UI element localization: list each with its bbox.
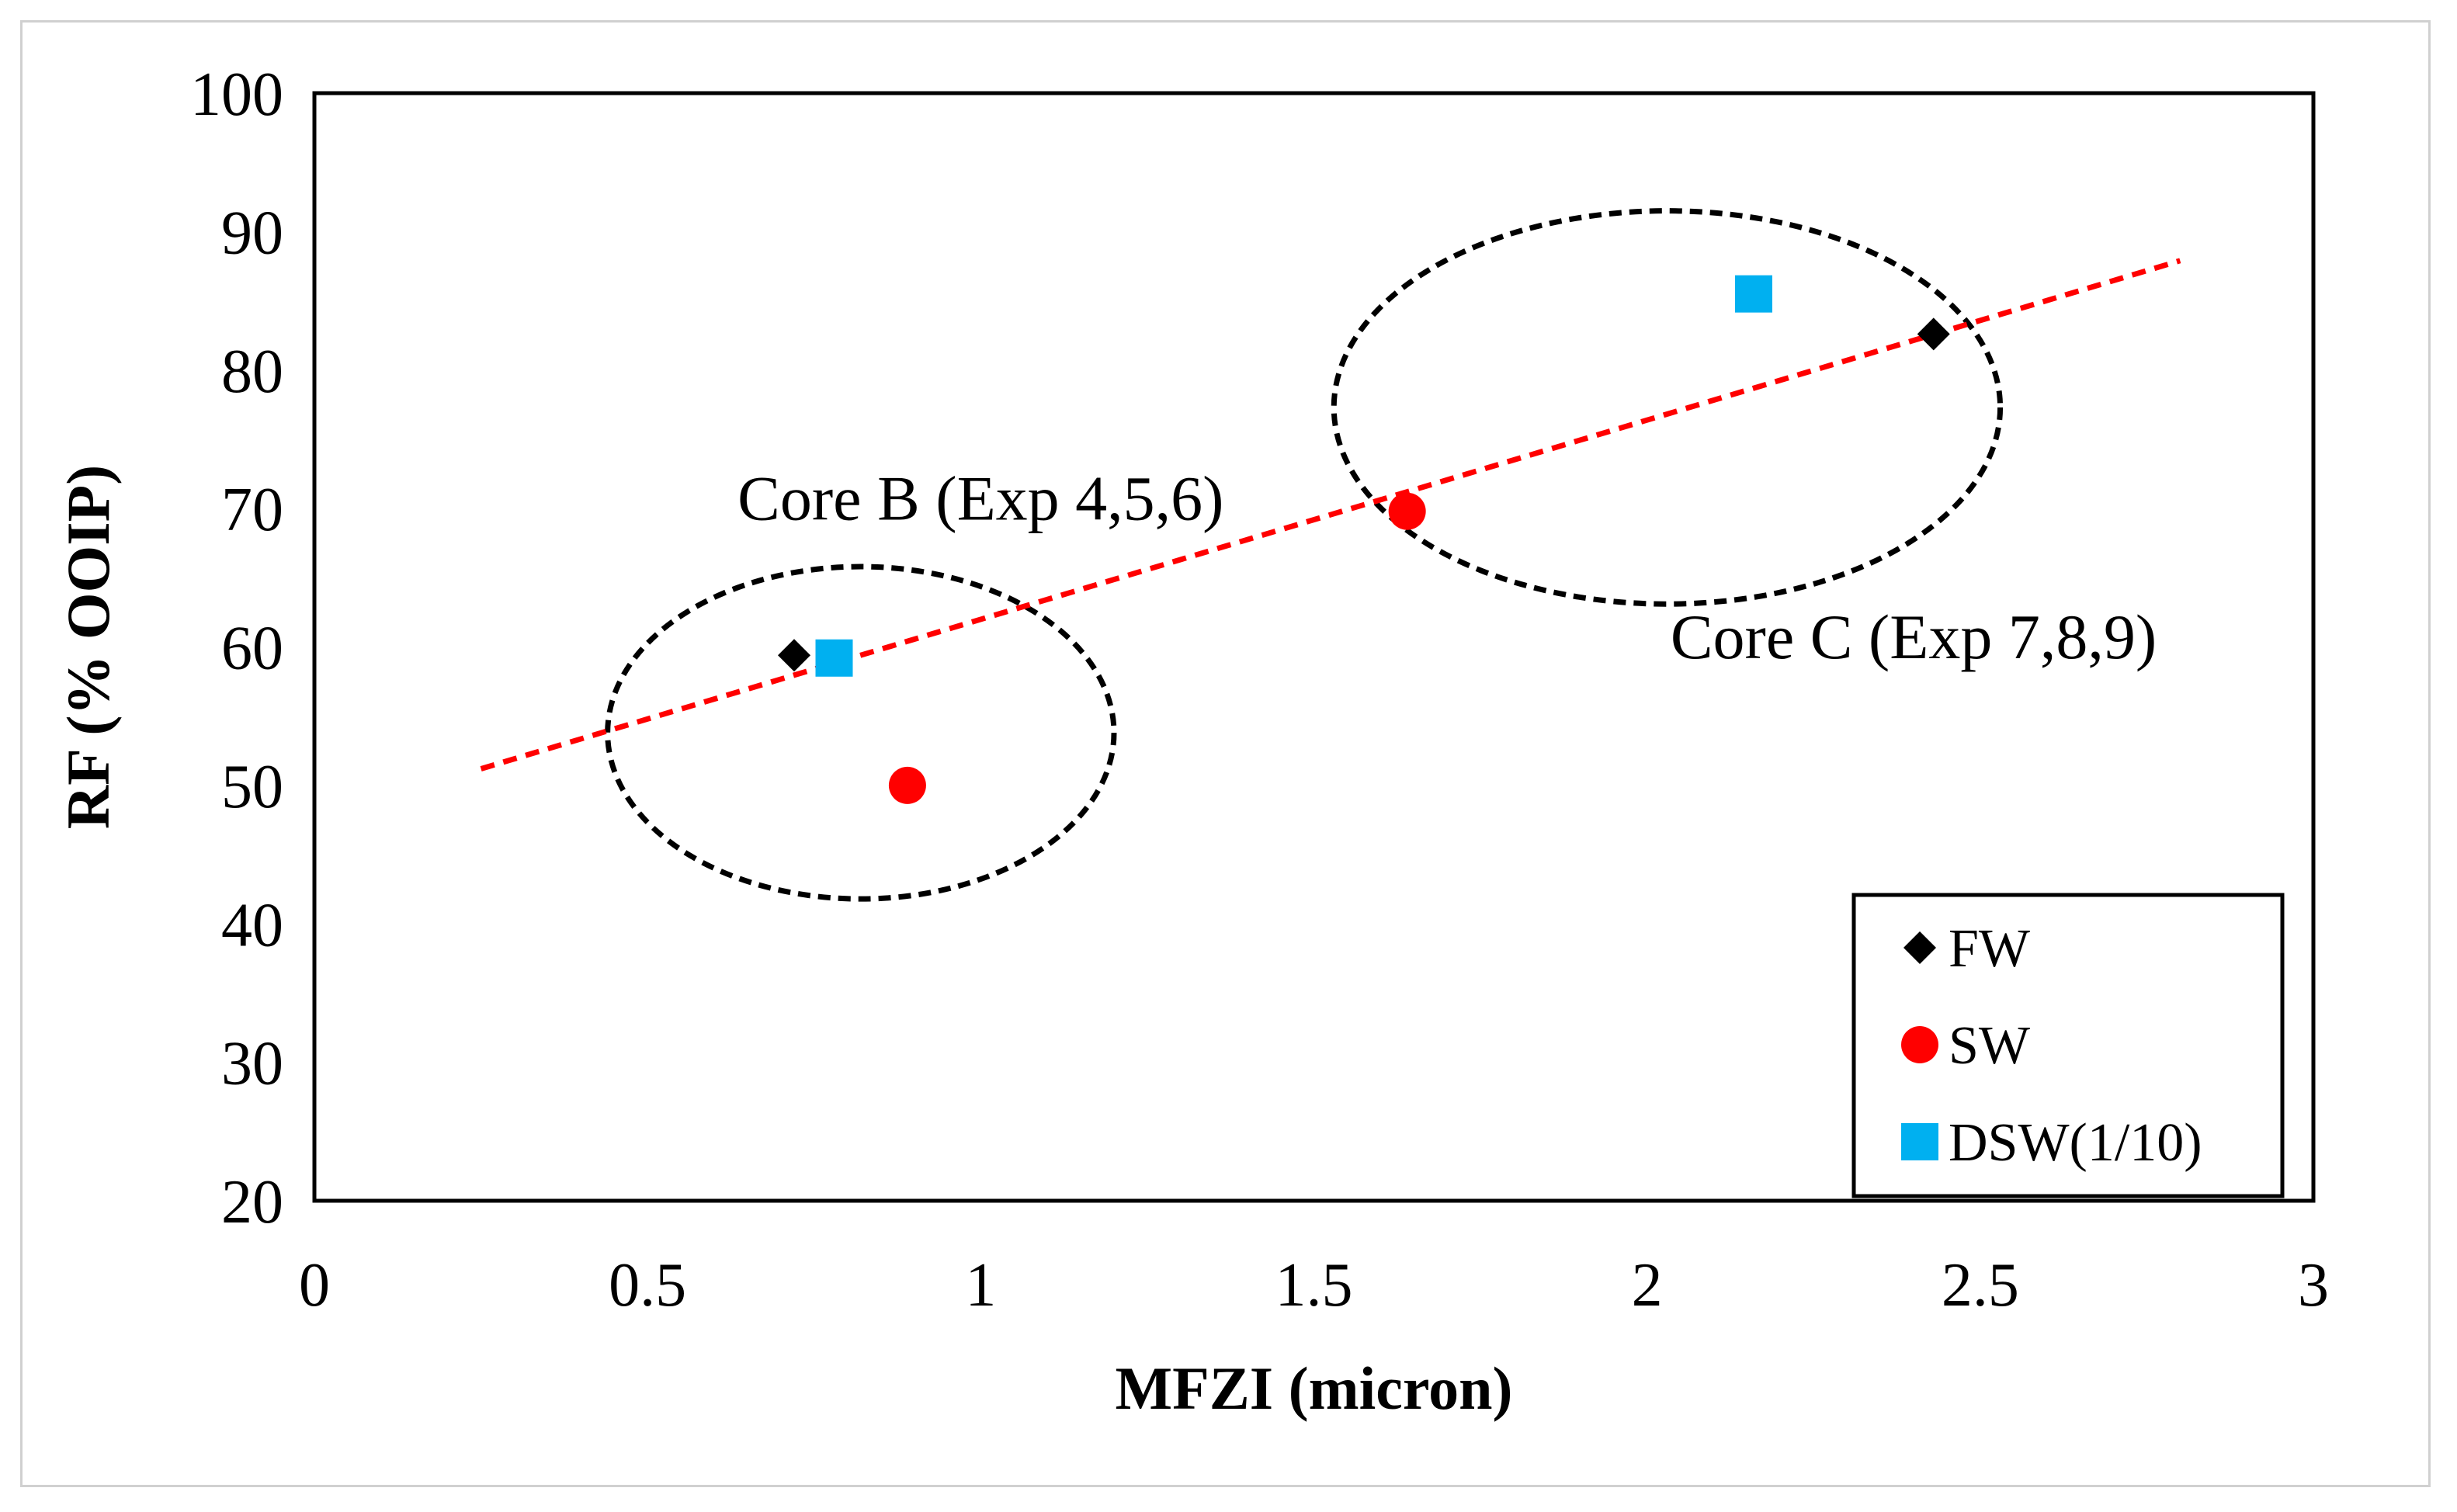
y-axis-title: RF (% OOIP)	[54, 465, 122, 829]
chart-frame	[20, 20, 2431, 1487]
x-tick-label: 2	[1632, 1251, 1663, 1320]
data-point-sw	[888, 766, 926, 804]
legend-label: DSW(1/10)	[1949, 1113, 2202, 1173]
y-tick-label: 20	[221, 1168, 283, 1236]
legend-marker	[1903, 931, 1936, 964]
data-point-dsw-1-10	[815, 639, 853, 677]
x-tick-label: 3	[2298, 1251, 2329, 1320]
legend-label: FW	[1949, 919, 2030, 979]
group-ellipse	[1331, 208, 2004, 607]
data-point-sw	[1388, 492, 1426, 530]
y-tick-label: 50	[221, 753, 283, 821]
legend-marker	[1901, 1123, 1938, 1160]
y-tick-label: 100	[190, 61, 283, 129]
data-points	[778, 275, 1950, 804]
x-axis-ticks: 0 0.5 1 1.5 2 2.5 3	[299, 1251, 2329, 1320]
y-tick-label: 30	[221, 1030, 283, 1098]
plot-area	[312, 91, 2316, 1203]
x-axis-title: MFZI (micron)	[1116, 1354, 1513, 1422]
x-tick-label: 0	[299, 1251, 330, 1320]
y-tick-label: 60	[221, 615, 283, 683]
y-axis-ticks: 20 30 40 50 60 70 80 90 100	[190, 61, 283, 1236]
legend: FW SW DSW(1/10)	[1851, 893, 2285, 1198]
y-tick-label: 90	[221, 199, 283, 267]
data-point-dsw-1-10	[1735, 275, 1772, 313]
legend-marker	[1901, 1026, 1938, 1063]
x-tick-label: 0.5	[609, 1251, 686, 1320]
y-tick-label: 40	[221, 891, 283, 959]
group-label: Core C (Exp 7,8,9)	[1671, 602, 2157, 672]
legend-label: SW	[1949, 1016, 2030, 1076]
group-ellipses: Core B (Exp 4,5,6) Core C (Exp 7,8,9)	[605, 208, 2157, 902]
data-point-fw	[778, 639, 810, 672]
y-tick-label: 80	[221, 338, 283, 406]
x-tick-label: 2.5	[1942, 1251, 2019, 1320]
x-tick-label: 1.5	[1275, 1251, 1353, 1320]
x-tick-label: 1	[965, 1251, 996, 1320]
y-tick-label: 70	[221, 476, 283, 544]
group-ellipse	[605, 564, 1117, 902]
trendline	[480, 258, 2181, 772]
data-point-fw	[1917, 317, 1950, 351]
group-label: Core B (Exp 4,5,6)	[737, 463, 1223, 533]
